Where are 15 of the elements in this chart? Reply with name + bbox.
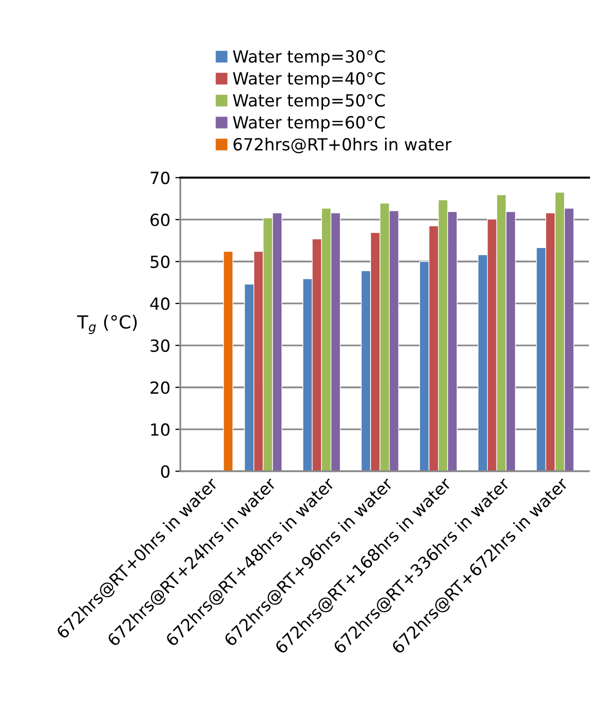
bar	[223, 251, 234, 472]
legend-label: Water temp=40°C	[232, 72, 385, 88]
y-tick-label: 30	[150, 339, 170, 352]
y-axis-title: T$_{g}$ (°C)	[77, 314, 137, 334]
y-tick-label: 40	[150, 297, 170, 310]
y-tick-label: 60	[150, 214, 170, 226]
legend-label: 672hrs@RT+0hrs in water	[234, 138, 452, 154]
y-tick-label: 50	[150, 255, 170, 268]
legend-label: Water temp=50°C	[232, 94, 385, 110]
y-tick-label: 10	[151, 423, 170, 436]
legend-label: Water temp=60°C	[232, 116, 385, 132]
y-tick-label: 70	[150, 172, 170, 184]
y-tick-label: 0	[161, 465, 170, 478]
legend-label: Water temp=30°C	[232, 50, 385, 66]
y-tick-label: 20	[150, 381, 170, 394]
